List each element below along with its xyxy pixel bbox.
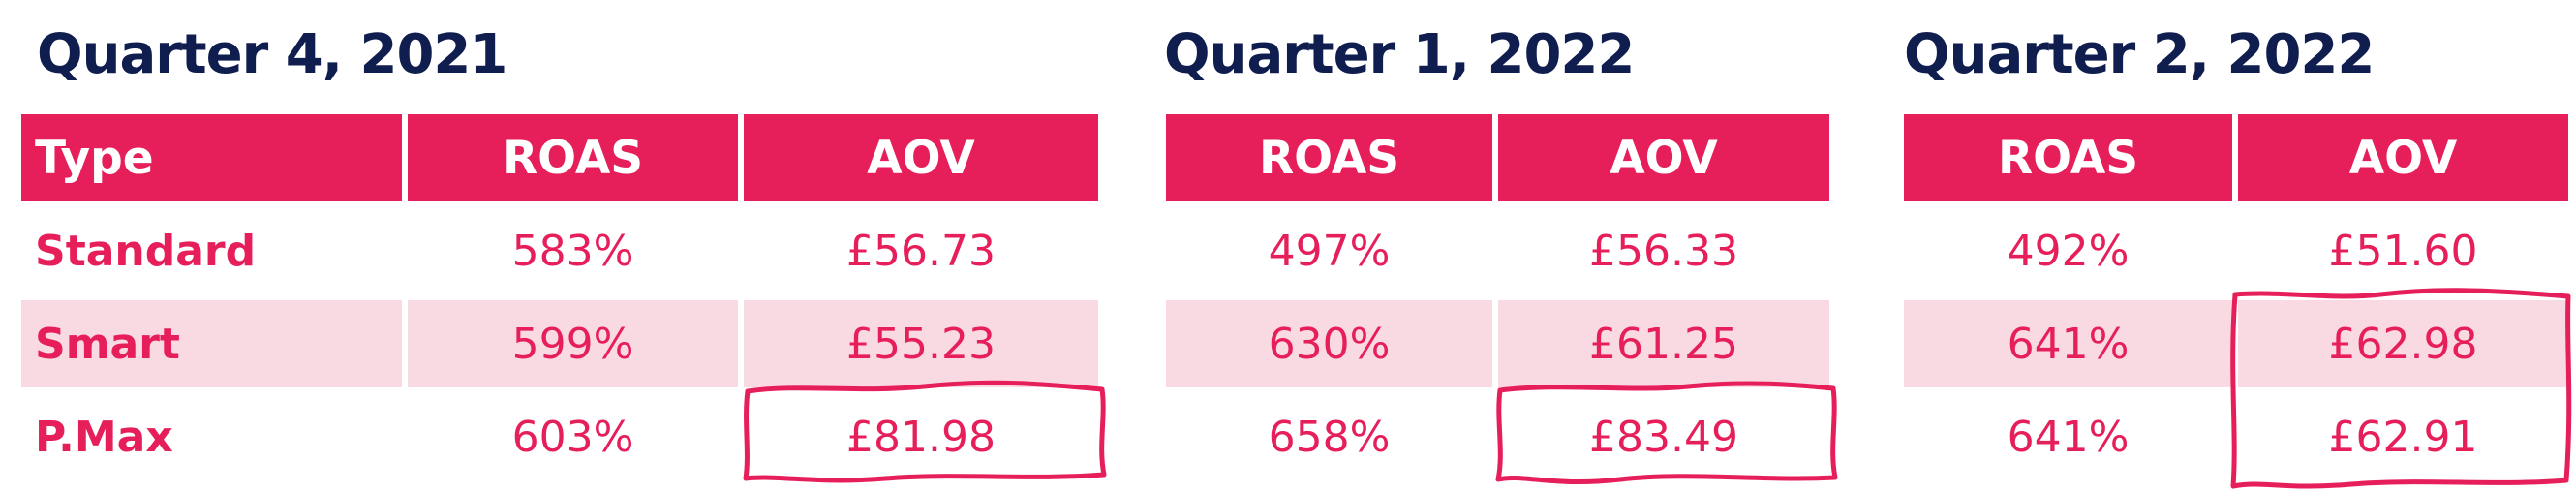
header-roas: ROAS bbox=[1166, 114, 1492, 201]
header-type: Type bbox=[21, 114, 402, 201]
aov-cell: £61.25 bbox=[1498, 300, 1829, 387]
roas-cell: 492% bbox=[2007, 226, 2130, 276]
header-roas: ROAS bbox=[1904, 114, 2232, 201]
type-cell: P.Max bbox=[35, 412, 173, 462]
table-header-row: Type ROAS AOV bbox=[21, 114, 1098, 201]
aov-cell: £83.49 bbox=[1589, 412, 1738, 462]
header-roas: ROAS bbox=[408, 114, 738, 201]
table-row-standard: 497% £56.33 bbox=[1166, 207, 1829, 294]
roas-cell: 599% bbox=[408, 300, 738, 387]
header-aov: AOV bbox=[2238, 114, 2568, 201]
table-header-row: ROAS AOV bbox=[1904, 114, 2568, 201]
roas-cell: 497% bbox=[1268, 226, 1391, 276]
table-header-row: ROAS AOV bbox=[1166, 114, 1829, 201]
roas-cell: 583% bbox=[511, 226, 634, 276]
table-row-pmax: P.Max 603% £81.98 bbox=[21, 393, 1098, 480]
table-q1-2022: ROAS AOV 497% £56.33 630% £61.25 658% £8… bbox=[1166, 114, 1829, 486]
header-aov: AOV bbox=[1498, 114, 1829, 201]
type-cell: Smart bbox=[21, 300, 402, 387]
table-row-standard: Standard 583% £56.73 bbox=[21, 207, 1098, 294]
table-row-smart: 641% £62.98 bbox=[1904, 300, 2568, 387]
roas-cell: 641% bbox=[2007, 412, 2130, 462]
table-row-pmax: 641% £62.91 bbox=[1904, 393, 2568, 480]
table-row-pmax: 658% £83.49 bbox=[1166, 393, 1829, 480]
table-row-standard: 492% £51.60 bbox=[1904, 207, 2568, 294]
aov-cell: £81.98 bbox=[846, 412, 996, 462]
roas-cell: 603% bbox=[511, 412, 634, 462]
roas-cell: 658% bbox=[1268, 412, 1391, 462]
aov-cell: £56.33 bbox=[1589, 226, 1738, 276]
table-row-smart: 630% £61.25 bbox=[1166, 300, 1829, 387]
roas-cell: 641% bbox=[1904, 300, 2232, 387]
table-q2-2022: ROAS AOV 492% £51.60 641% £62.98 641% £6… bbox=[1904, 114, 2568, 486]
aov-cell: £62.98 bbox=[2238, 300, 2568, 387]
aov-cell: £51.60 bbox=[2328, 226, 2478, 276]
quarter-title-q4-2021: Quarter 4, 2021 bbox=[37, 23, 507, 86]
table-row-smart: Smart 599% £55.23 bbox=[21, 300, 1098, 387]
aov-cell: £56.73 bbox=[846, 226, 996, 276]
header-aov: AOV bbox=[744, 114, 1098, 201]
roas-cell: 630% bbox=[1166, 300, 1492, 387]
aov-cell: £55.23 bbox=[744, 300, 1098, 387]
type-cell: Standard bbox=[35, 226, 257, 276]
aov-cell: £62.91 bbox=[2328, 412, 2478, 462]
quarter-title-q2-2022: Quarter 2, 2022 bbox=[1904, 23, 2375, 86]
table-q4-2021: Type ROAS AOV Standard 583% £56.73 Smart… bbox=[21, 114, 1098, 486]
quarter-title-q1-2022: Quarter 1, 2022 bbox=[1164, 23, 1635, 86]
